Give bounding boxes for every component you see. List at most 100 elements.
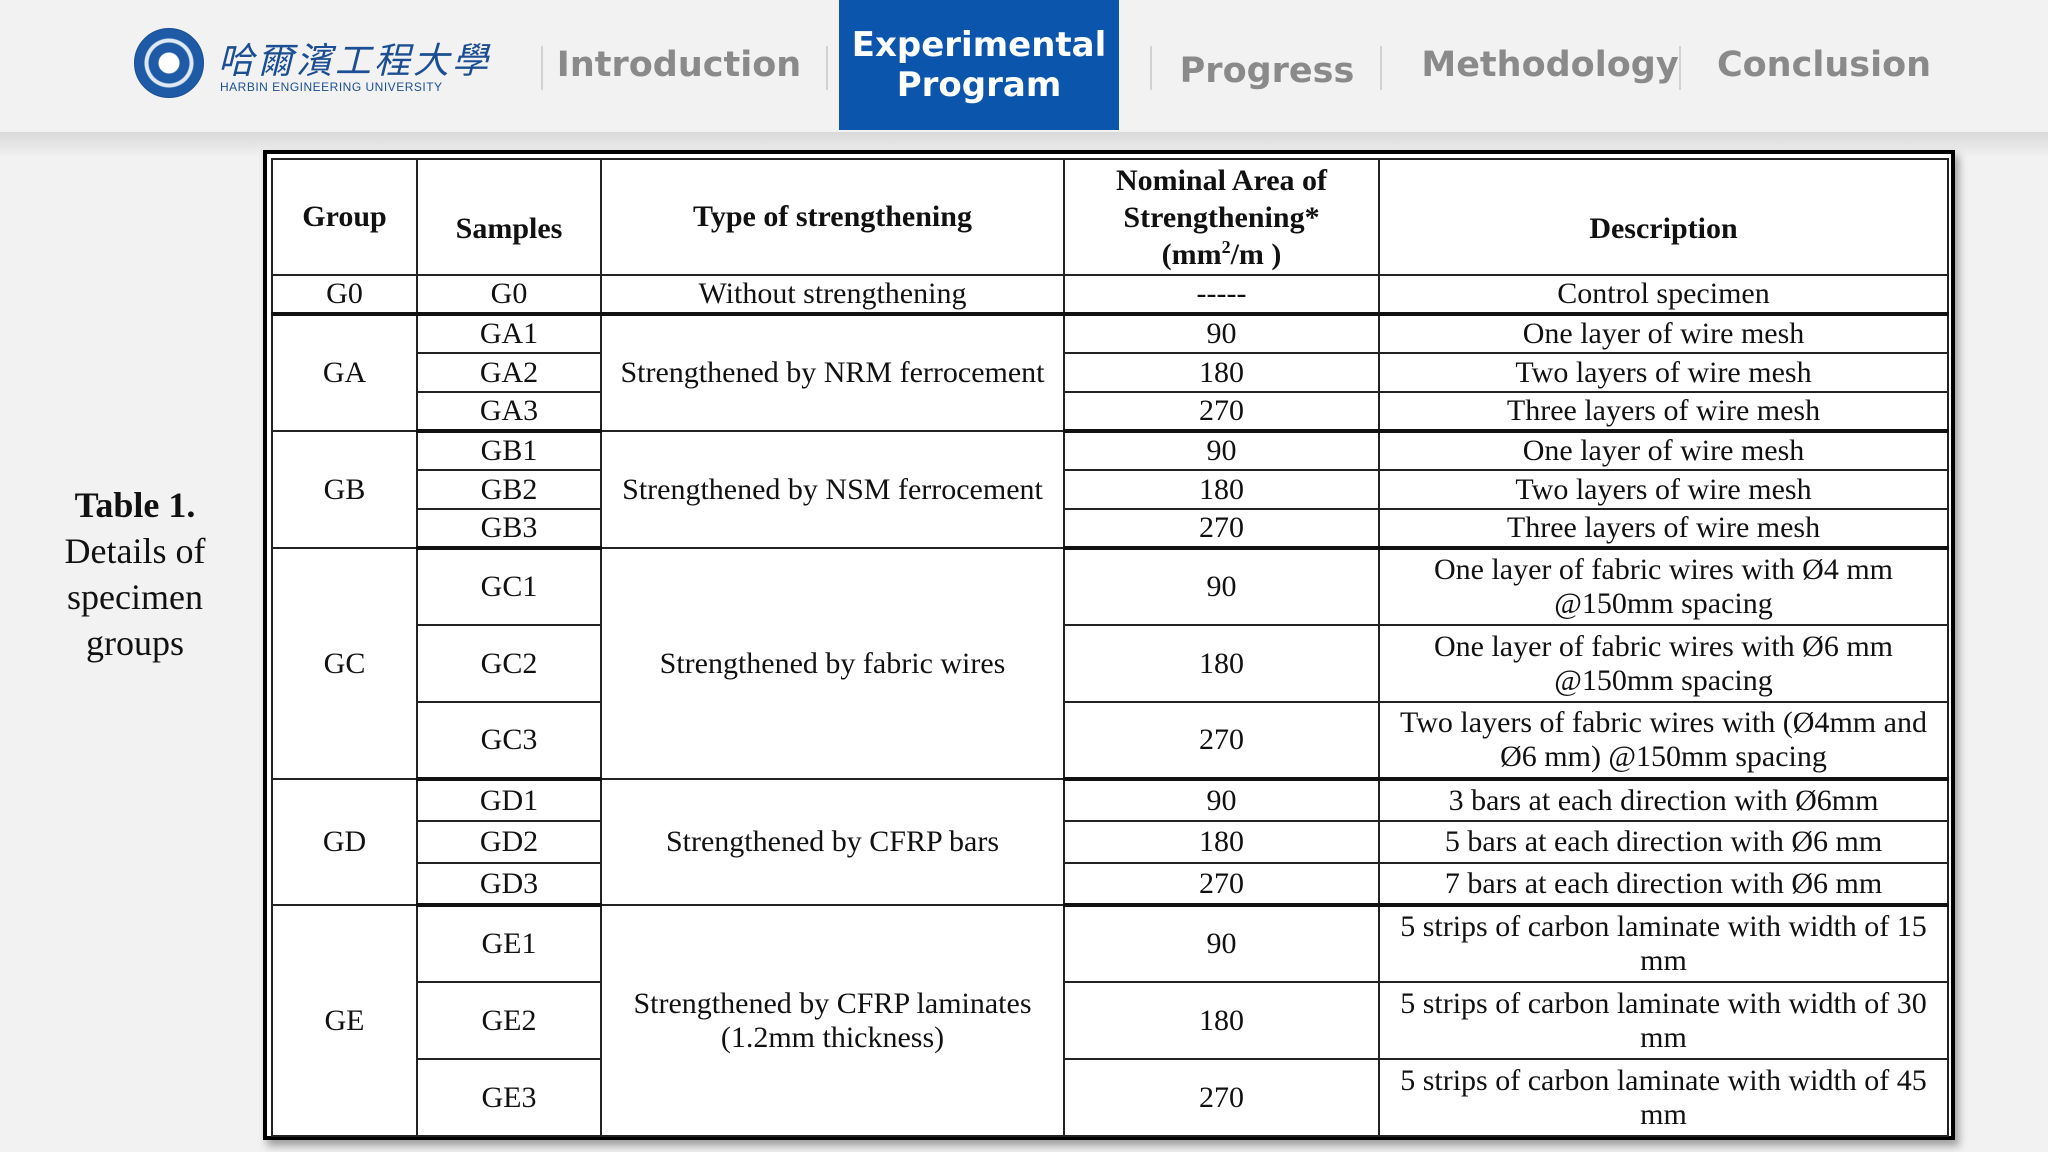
nominal-area-cell: 270	[1063, 1058, 1380, 1137]
tab-conclusion[interactable]: Conclusion	[1716, 45, 1932, 85]
sample-cell: GD2	[416, 820, 602, 864]
table-row: GD2 180 5 bars at each direction with Ø6 m…	[272, 820, 1949, 864]
table-caption: Table 1. Details of specimen groups	[30, 482, 240, 666]
table-row: G0 G0 Without strengthening ----- Control sp…	[271, 274, 1949, 316]
nominal-area-cell: 90	[1063, 430, 1380, 471]
tab-experimental-program[interactable]: Experimental Program	[839, 0, 1119, 130]
description-cell: Two layers of fabric wires with (Ø4mm an…	[1378, 701, 1949, 781]
group-cell: GD	[271, 778, 418, 906]
header-area-line1: Nominal Area of	[1115, 163, 1328, 197]
strengthening-type-cell: Strengthened by CFRP bars	[600, 778, 1065, 906]
table-row: GB3 270 Three layers of wire mesh	[272, 508, 1949, 550]
description-cell: Two layers of wire mesh	[1378, 352, 1949, 393]
description-cell: Two layers of wire mesh	[1378, 469, 1949, 510]
specimen-table-frame: Group Samples Type of strengthening Nomi…	[263, 150, 1955, 1140]
nominal-area-cell: 270	[1063, 508, 1380, 550]
table-row: GC GC1 Strengthened by fabric wires 90 One l…	[271, 547, 1949, 780]
sample-cell: GA2	[416, 352, 602, 393]
table-row: GB2 180 Two layers of wire mesh	[272, 469, 1949, 510]
nominal-area-cell: 90	[1063, 313, 1380, 354]
sample-cell: GB2	[416, 469, 602, 510]
table-row: GA2 180 Two layers of wire mesh	[272, 352, 1949, 393]
table-row: GC2 180 One layer of fabric wires with Ø6 …	[272, 624, 1949, 703]
description-cell: Three layers of wire mesh	[1378, 508, 1949, 550]
strengthening-type-cell: Strengthened by CFRP laminates (1.2mm th…	[600, 904, 1065, 1137]
nominal-area-cell: 180	[1063, 352, 1380, 393]
university-seal-icon	[134, 28, 204, 98]
sample-cell: GD1	[416, 778, 602, 822]
group-cell: GE	[271, 904, 418, 1137]
nominal-area-cell: 270	[1063, 391, 1380, 433]
header-area-unit-sup: 2	[1221, 236, 1231, 257]
group-cell: G0	[271, 274, 418, 316]
nav-separator	[826, 46, 828, 90]
caption-title: Table 1.	[74, 485, 196, 525]
university-logo: 哈爾濱工程大學 HARBIN ENGINEERING UNIVERSITY	[134, 28, 488, 100]
nav-separator	[1679, 46, 1681, 90]
sample-cell: GC3	[416, 701, 602, 781]
description-cell: One layer of fabric wires with Ø4 mm @15…	[1378, 547, 1949, 626]
strengthening-type-cell: Strengthened by NSM ferrocement	[600, 430, 1065, 549]
description-cell: One layer of wire mesh	[1378, 313, 1949, 354]
sample-cell: GE2	[416, 981, 602, 1060]
university-name-english: HARBIN ENGINEERING UNIVERSITY	[220, 80, 443, 94]
caption-text: Details of specimen groups	[64, 531, 206, 663]
table-header-row: Group Samples Type of strengthening Nomi…	[271, 158, 1949, 276]
sample-cell: GB1	[416, 430, 602, 471]
description-cell: One layer of wire mesh	[1378, 430, 1949, 471]
description-cell: 5 strips of carbon laminate with width o…	[1378, 1058, 1949, 1137]
university-name-chinese: 哈爾濱工程大學	[218, 41, 492, 82]
description-cell: 5 strips of carbon laminate with width o…	[1378, 981, 1949, 1060]
description-cell: Control specimen	[1378, 274, 1949, 316]
sample-cell: G0	[416, 274, 602, 316]
strengthening-type-cell: Strengthened by NRM ferrocement	[600, 313, 1065, 432]
sample-cell: GE3	[416, 1058, 602, 1137]
tab-introduction[interactable]: Introduction	[556, 45, 802, 85]
description-cell: 5 strips of carbon laminate with width o…	[1378, 904, 1949, 983]
description-cell: 7 bars at each direction with Ø6 mm	[1378, 862, 1949, 907]
header-type: Type of strengthening	[600, 158, 1065, 276]
sample-cell: GA3	[416, 391, 602, 433]
sample-cell: GE1	[416, 904, 602, 983]
specimen-groups-table: Group Samples Type of strengthening Nomi…	[271, 158, 1949, 1137]
sample-cell: GB3	[416, 508, 602, 550]
top-navigation-bar: 哈爾濱工程大學 HARBIN ENGINEERING UNIVERSITY In…	[0, 0, 2048, 132]
nav-separator	[541, 46, 543, 90]
header-samples: Samples	[416, 158, 602, 276]
sample-cell: GD3	[416, 862, 602, 907]
nominal-area-cell: 90	[1063, 547, 1380, 626]
header-area-unit-pre: (mm	[1161, 237, 1222, 271]
nominal-area-cell: 180	[1063, 469, 1380, 510]
strengthening-type-cell: Strengthened by fabric wires	[600, 547, 1065, 780]
table-row: GE GE1 Strengthened by CFRP laminates (1.2…	[271, 904, 1949, 1137]
header-area-line2: Strengthening*	[1123, 200, 1320, 234]
table-row: GD GD1 Strengthened by CFRP bars 90 3 bars a…	[271, 778, 1949, 906]
tab-progress[interactable]: Progress	[1179, 51, 1355, 91]
table-row: GC3 270 Two layers of fabric wires with (Ø…	[272, 701, 1949, 781]
nominal-area-cell: 270	[1063, 862, 1380, 907]
group-cell: GB	[271, 430, 418, 549]
sample-cell: GC1	[416, 547, 602, 626]
table-row: GB GB1 Strengthened by NSM ferrocement 90 On…	[271, 430, 1949, 549]
header-description: Description	[1378, 158, 1949, 276]
description-cell: 5 bars at each direction with Ø6 mm	[1378, 820, 1949, 864]
sample-cell: GA1	[416, 313, 602, 354]
nominal-area-cell: 270	[1063, 701, 1380, 781]
nav-separator	[1150, 46, 1152, 90]
nominal-area-cell: 180	[1063, 624, 1380, 703]
description-cell: 3 bars at each direction with Ø6mm	[1378, 778, 1949, 822]
group-cell: GA	[271, 313, 418, 432]
nav-separator	[1380, 46, 1382, 90]
tab-methodology[interactable]: Methodology	[1421, 45, 1679, 85]
strengthening-type-cell: Without strengthening	[600, 274, 1065, 316]
description-cell: Three layers of wire mesh	[1378, 391, 1949, 433]
header-area-unit-post: /m )	[1230, 237, 1282, 271]
sample-cell: GC2	[416, 624, 602, 703]
header-nominal-area: Nominal Area of Strengthening* (mm2/m )	[1063, 158, 1380, 276]
table-row: GA3 270 Three layers of wire mesh	[272, 391, 1949, 433]
table-row: GE2 180 5 strips of carbon laminate with w…	[272, 981, 1949, 1060]
description-cell: One layer of fabric wires with Ø6 mm @15…	[1378, 624, 1949, 703]
nominal-area-cell: 180	[1063, 820, 1380, 864]
group-cell: GC	[271, 547, 418, 780]
nominal-area-cell: 180	[1063, 981, 1380, 1060]
